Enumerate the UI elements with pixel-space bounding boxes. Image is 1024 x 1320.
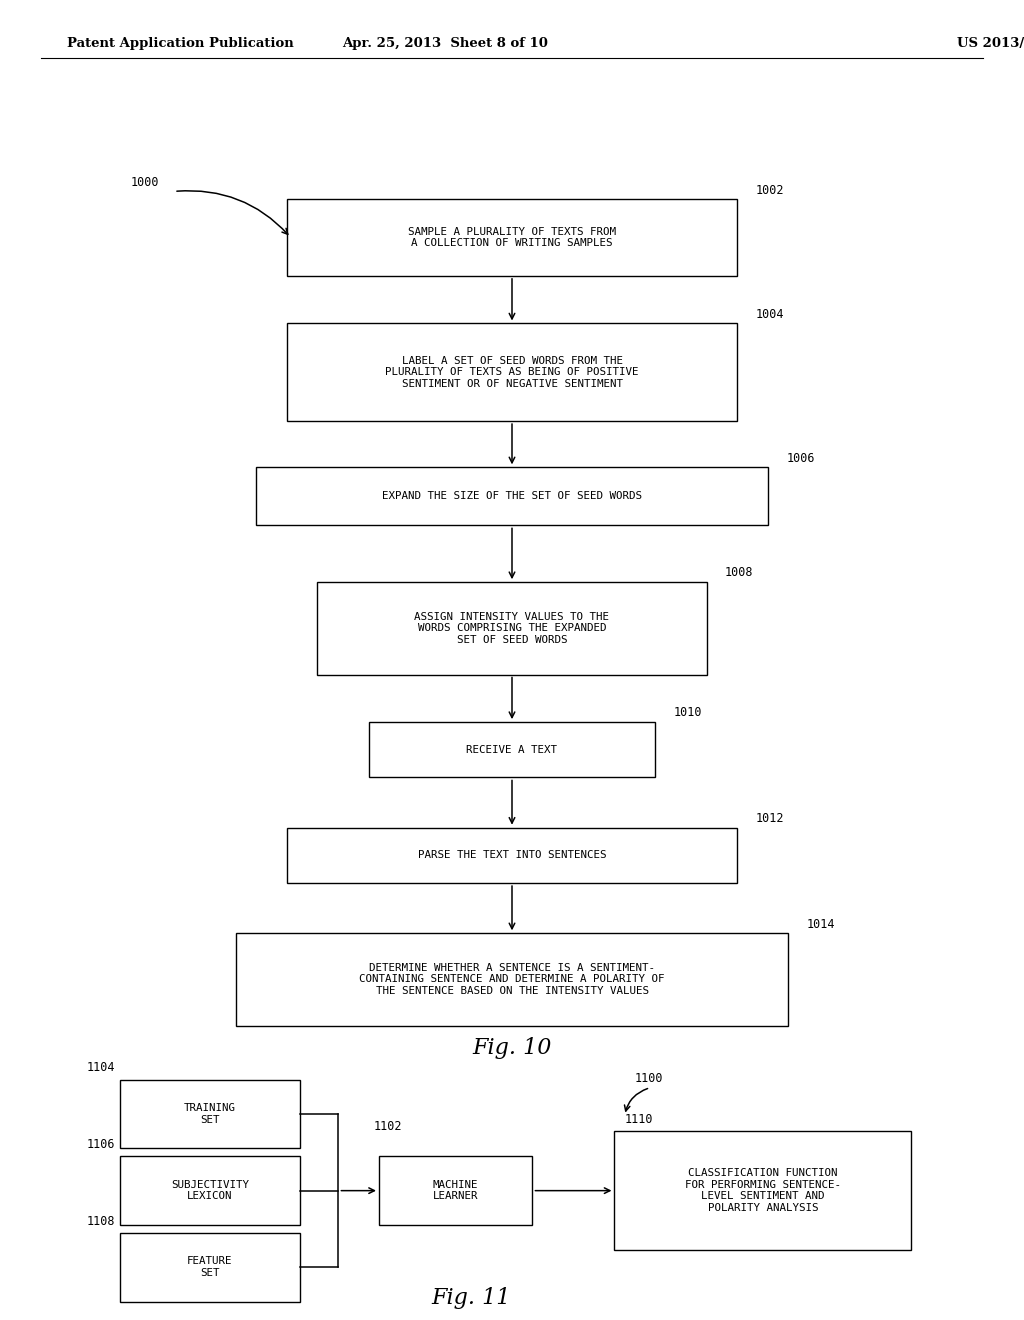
Text: 1012: 1012 [756,812,784,825]
Text: Fig. 10: Fig. 10 [472,1038,552,1059]
Text: Apr. 25, 2013  Sheet 8 of 10: Apr. 25, 2013 Sheet 8 of 10 [342,37,549,50]
Text: 1104: 1104 [87,1061,115,1074]
FancyBboxPatch shape [287,323,737,421]
FancyBboxPatch shape [614,1131,911,1250]
Text: 1008: 1008 [725,566,754,579]
Text: SUBJECTIVITY
LEXICON: SUBJECTIVITY LEXICON [171,1180,249,1201]
Text: 1108: 1108 [87,1214,115,1228]
FancyBboxPatch shape [256,467,768,525]
Text: Patent Application Publication: Patent Application Publication [67,37,293,50]
Text: LABEL A SET OF SEED WORDS FROM THE
PLURALITY OF TEXTS AS BEING OF POSITIVE
SENTI: LABEL A SET OF SEED WORDS FROM THE PLURA… [385,355,639,389]
FancyBboxPatch shape [236,933,788,1026]
FancyBboxPatch shape [379,1156,532,1225]
FancyBboxPatch shape [369,722,655,777]
Text: 1004: 1004 [756,308,784,321]
Text: Fig. 11: Fig. 11 [431,1287,511,1309]
Text: 1000: 1000 [131,176,160,189]
Text: 1102: 1102 [374,1119,402,1133]
Text: PARSE THE TEXT INTO SENTENCES: PARSE THE TEXT INTO SENTENCES [418,850,606,861]
FancyBboxPatch shape [287,199,737,276]
Text: TRAINING
SET: TRAINING SET [184,1104,236,1125]
Text: ASSIGN INTENSITY VALUES TO THE
WORDS COMPRISING THE EXPANDED
SET OF SEED WORDS: ASSIGN INTENSITY VALUES TO THE WORDS COM… [415,611,609,645]
Text: RECEIVE A TEXT: RECEIVE A TEXT [467,744,557,755]
Text: 1002: 1002 [756,183,784,197]
FancyBboxPatch shape [317,582,707,675]
FancyBboxPatch shape [121,1156,299,1225]
FancyBboxPatch shape [287,828,737,883]
Text: DETERMINE WHETHER A SENTENCE IS A SENTIMENT-
CONTAINING SENTENCE AND DETERMINE A: DETERMINE WHETHER A SENTENCE IS A SENTIM… [359,962,665,997]
Text: SAMPLE A PLURALITY OF TEXTS FROM
A COLLECTION OF WRITING SAMPLES: SAMPLE A PLURALITY OF TEXTS FROM A COLLE… [408,227,616,248]
Text: 1100: 1100 [635,1072,664,1085]
FancyBboxPatch shape [121,1233,299,1302]
Text: CLASSIFICATION FUNCTION
FOR PERFORMING SENTENCE-
LEVEL SENTIMENT AND
POLARITY AN: CLASSIFICATION FUNCTION FOR PERFORMING S… [685,1168,841,1213]
Text: EXPAND THE SIZE OF THE SET OF SEED WORDS: EXPAND THE SIZE OF THE SET OF SEED WORDS [382,491,642,502]
Text: US 2013/0103623 A1: US 2013/0103623 A1 [957,37,1024,50]
Text: 1006: 1006 [786,451,815,465]
Text: 1110: 1110 [625,1113,653,1126]
Text: 1014: 1014 [807,917,836,931]
Text: MACHINE
LEARNER: MACHINE LEARNER [433,1180,478,1201]
FancyBboxPatch shape [121,1080,299,1148]
Text: 1106: 1106 [87,1138,115,1151]
Text: 1010: 1010 [674,706,702,719]
Text: FEATURE
SET: FEATURE SET [187,1257,232,1278]
